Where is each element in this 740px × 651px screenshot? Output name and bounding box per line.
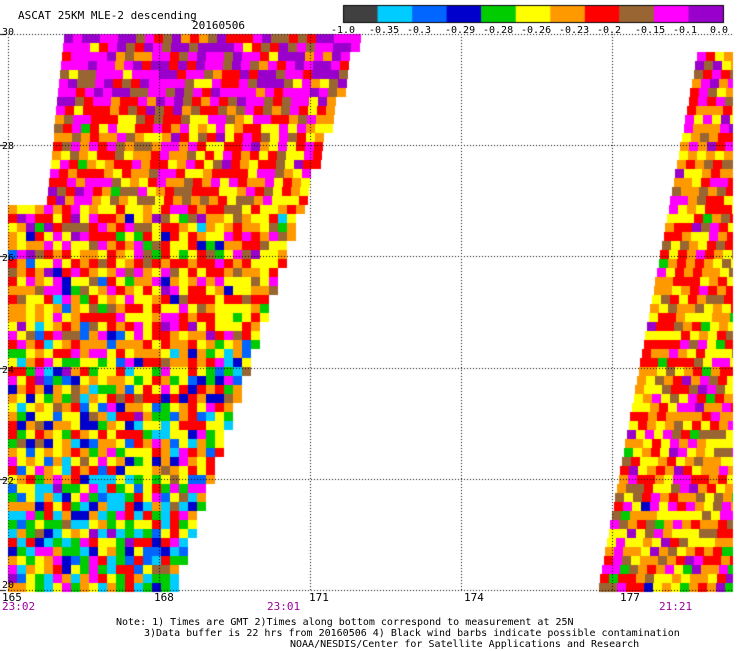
- x-tick-171: 171: [309, 591, 329, 604]
- colorbar-label: -1.0: [331, 25, 356, 36]
- note-line-2: 3)Data buffer is 22 hrs from 20160506 4)…: [144, 628, 680, 639]
- x-tick-177: 177: [620, 591, 640, 604]
- y-tick-22: 22: [2, 476, 15, 487]
- colorbar-label: -0.26: [521, 25, 552, 36]
- colorbar-label: -0.28: [483, 25, 514, 36]
- x-tick-165: 165: [2, 591, 22, 604]
- note-line-1: Note: 1) Times are GMT 2)Times along bot…: [116, 617, 574, 628]
- y-tick-26: 26: [2, 253, 15, 264]
- time-left: 23:02: [2, 600, 36, 613]
- colorbar-label: -0.29: [445, 25, 476, 36]
- colorbar-label: -0.3: [407, 25, 432, 36]
- time-middle: 23:01: [267, 600, 301, 613]
- x-tick-168: 168: [154, 591, 174, 604]
- colorbar-label: -0.15: [635, 25, 666, 36]
- time-right: 21:21: [659, 600, 693, 613]
- colorbar-label: 0.0: [710, 25, 729, 36]
- y-tick-28: 28: [2, 141, 15, 152]
- map-date: 20160506: [192, 19, 245, 32]
- x-tick-174: 174: [464, 591, 484, 604]
- y-tick-30: 30: [2, 27, 15, 38]
- y-tick-20: 20: [2, 580, 15, 591]
- y-tick-24: 24: [2, 365, 15, 376]
- map-title: ASCAT 25KM MLE-2 descending: [18, 9, 197, 22]
- note-line-3: NOAA/NESDIS/Center for Satellite Applica…: [290, 639, 640, 650]
- colorbar-label: -0.35: [369, 25, 400, 36]
- colorbar-label: -0.1: [673, 25, 698, 36]
- colorbar-label: -0.2: [597, 25, 622, 36]
- colorbar-label: -0.23: [559, 25, 590, 36]
